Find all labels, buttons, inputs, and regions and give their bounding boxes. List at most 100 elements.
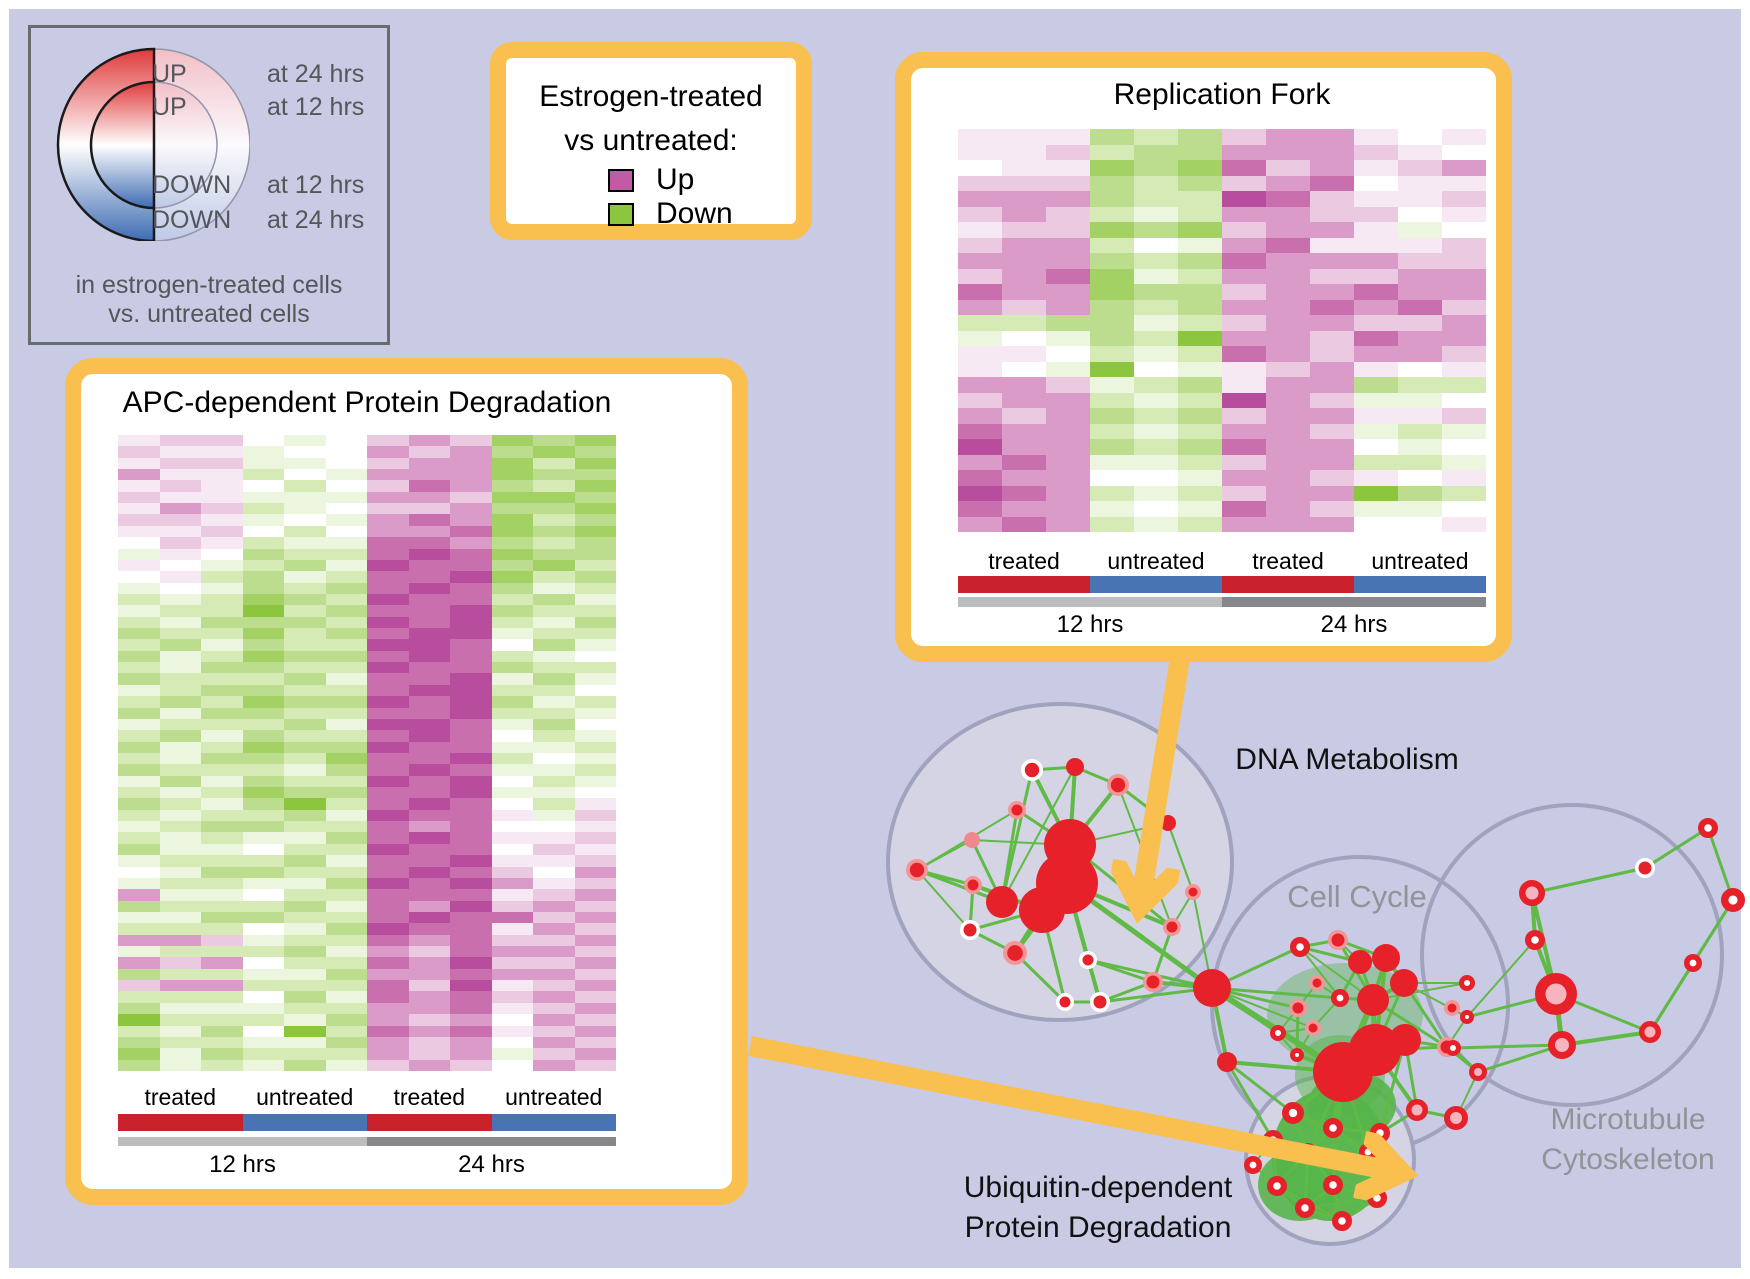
heatmap-cell bbox=[284, 980, 326, 992]
heatmap-cell bbox=[1222, 423, 1266, 439]
heatmap-cell bbox=[242, 900, 284, 912]
heatmap-cell bbox=[533, 718, 575, 731]
heatmap-cell bbox=[408, 821, 450, 833]
heatmap-cell bbox=[325, 718, 367, 731]
heatmap-cell bbox=[118, 821, 160, 833]
heatmap-cell bbox=[1222, 501, 1266, 517]
heatmap-cell bbox=[491, 548, 533, 560]
heatmap-cell bbox=[159, 832, 201, 844]
heatmap-cell bbox=[118, 798, 160, 810]
heatmap-cell bbox=[201, 843, 243, 856]
heatmap-cell bbox=[450, 537, 492, 549]
heatmap-cell bbox=[408, 1002, 450, 1015]
heatmap-cell bbox=[491, 503, 533, 515]
gene-node bbox=[1266, 1175, 1287, 1196]
heatmap-cell bbox=[958, 284, 1002, 300]
heatmap-cell bbox=[118, 537, 160, 549]
heatmap-cell bbox=[1266, 191, 1310, 207]
heatmap-cell bbox=[533, 616, 575, 629]
heatmap-cell bbox=[367, 1014, 409, 1026]
heatmap-cell bbox=[408, 923, 450, 935]
gene-node bbox=[1309, 975, 1325, 991]
heatmap-cell bbox=[1310, 144, 1354, 160]
heatmap-cell bbox=[1398, 315, 1442, 331]
heatmap-cell bbox=[533, 571, 575, 583]
heatmap-cell bbox=[201, 1036, 243, 1049]
gene-node bbox=[1185, 884, 1201, 900]
heatmap-cell bbox=[408, 514, 450, 526]
heatmap-cell bbox=[284, 809, 326, 822]
heatmap-cell bbox=[325, 843, 367, 856]
heatmap-cell bbox=[533, 980, 575, 992]
heatmap-cell bbox=[1398, 191, 1442, 207]
heatmap-cell bbox=[201, 866, 243, 878]
down-label: Down bbox=[656, 197, 733, 230]
heatmap-cell bbox=[1442, 392, 1486, 408]
heatmap-cell bbox=[408, 957, 450, 969]
heatmap-cell bbox=[1002, 346, 1046, 362]
heatmap-cell bbox=[1354, 408, 1398, 424]
cluster-circle bbox=[1420, 803, 1724, 1107]
heatmap-cell bbox=[574, 582, 616, 594]
heatmap-cell bbox=[284, 469, 326, 481]
heatmap-cell bbox=[159, 446, 201, 458]
bar-24hrs bbox=[1222, 597, 1486, 607]
heatmap-cell bbox=[1046, 408, 1090, 424]
heatmap-cell bbox=[367, 707, 409, 719]
gene-node bbox=[1444, 1106, 1468, 1130]
heatmap-cell bbox=[408, 525, 450, 538]
heatmap-cell bbox=[242, 696, 284, 708]
heatmap-cell bbox=[1266, 144, 1310, 160]
heatmap-cell bbox=[1090, 191, 1134, 207]
heatmap-cell bbox=[1002, 330, 1046, 346]
heatmap-cell bbox=[242, 923, 284, 935]
heatmap-cell bbox=[491, 730, 533, 742]
heatmap-cell bbox=[1398, 206, 1442, 222]
heatmap-cell bbox=[1442, 330, 1486, 346]
heatmap-cell bbox=[1354, 485, 1398, 501]
bar-24hrs bbox=[367, 1137, 616, 1146]
heatmap-cell bbox=[1002, 253, 1046, 269]
heatmap-cell bbox=[367, 593, 409, 606]
heatmap-cell bbox=[325, 673, 367, 685]
heatmap-cell bbox=[325, 582, 367, 594]
heatmap-cell bbox=[1134, 144, 1178, 160]
heatmap-cell bbox=[242, 1014, 284, 1026]
heatmap-cell bbox=[284, 1036, 326, 1049]
heatmap-cell bbox=[1002, 408, 1046, 424]
heatmap-cell bbox=[284, 548, 326, 560]
heatmap-cell bbox=[242, 946, 284, 958]
heatmap-cell bbox=[242, 798, 284, 810]
heatmap-cell bbox=[1310, 361, 1354, 377]
heatmap-cell bbox=[1002, 516, 1046, 532]
heatmap-cell bbox=[1266, 129, 1310, 145]
heatmap-cell bbox=[1178, 160, 1222, 176]
heatmap-cell bbox=[284, 946, 326, 958]
heatmap-cell bbox=[201, 946, 243, 958]
heatmap-cell bbox=[1222, 315, 1266, 331]
heatmap-cell bbox=[574, 889, 616, 901]
heatmap-cell bbox=[1134, 315, 1178, 331]
heatmap-cell bbox=[408, 866, 450, 878]
annotation-arrow bbox=[1142, 650, 1191, 893]
heatmap-cell bbox=[408, 843, 450, 856]
heatmap-cell bbox=[408, 1036, 450, 1049]
heatmap-cell bbox=[491, 446, 533, 458]
heatmap-cell bbox=[118, 946, 160, 958]
heatmap-cell bbox=[1002, 361, 1046, 377]
gene-node bbox=[1328, 930, 1348, 950]
heatmap-cell bbox=[118, 889, 160, 901]
heatmap-cell bbox=[325, 525, 367, 538]
network-edge bbox=[1452, 1043, 1563, 1050]
heatmap-cell bbox=[284, 877, 326, 890]
heatmap-cell bbox=[1222, 439, 1266, 455]
heatmap-cell bbox=[1178, 392, 1222, 408]
heatmap-cell bbox=[284, 446, 326, 458]
heatmap-cell bbox=[1354, 284, 1398, 300]
heatmap-cell bbox=[1266, 160, 1310, 176]
heatmap-cell bbox=[450, 616, 492, 629]
heatmap-cell bbox=[450, 1048, 492, 1060]
heatmap-cell bbox=[450, 923, 492, 935]
heatmap-cell bbox=[325, 798, 367, 810]
legend-down-12-dir: DOWN bbox=[152, 171, 232, 199]
